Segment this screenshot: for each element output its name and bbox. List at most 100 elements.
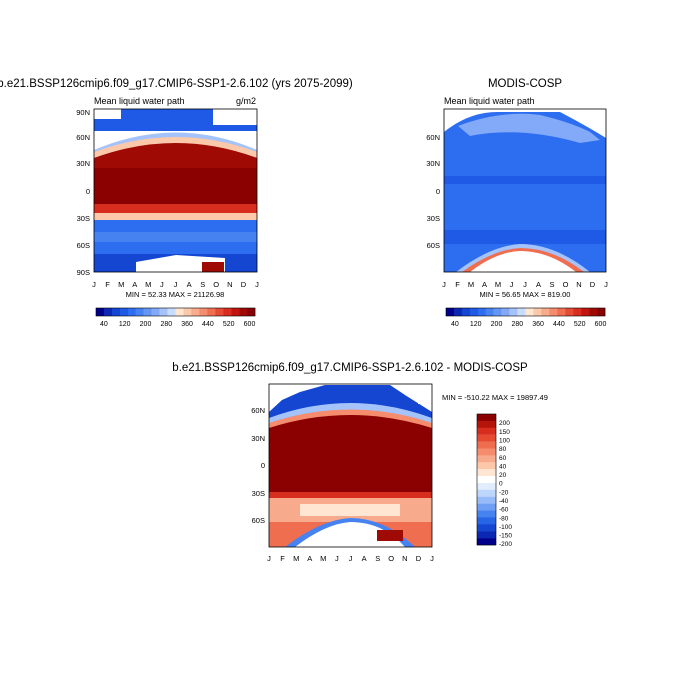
colorbar-swatch: [151, 308, 160, 316]
colorbar-swatch: [247, 308, 256, 316]
x-tick-label: J: [335, 554, 339, 563]
colorbar-label: -80: [499, 515, 509, 522]
field-missing: [269, 384, 283, 398]
x-tick-label: J: [160, 280, 164, 289]
field-band: [269, 492, 432, 500]
x-tick-label: D: [241, 280, 247, 289]
colorbar-label: 150: [499, 429, 510, 436]
y-tick-label: 60N: [76, 133, 90, 142]
x-tick-label: A: [362, 554, 367, 563]
colorbar-swatch: [159, 308, 168, 316]
colorbar-swatch: [589, 308, 598, 316]
colorbar-swatch: [446, 308, 455, 316]
colorbar-swatch: [501, 308, 510, 316]
colorbar-label: 360: [181, 321, 193, 328]
x-tick-label: O: [213, 280, 219, 289]
colorbar-swatch: [477, 420, 496, 428]
colorbar-swatch: [477, 308, 486, 316]
colorbar-frame: [476, 413, 497, 546]
colorbar-swatch: [477, 489, 496, 497]
panel-modis-stats: MIN = 56.65 MAX = 819.00: [480, 290, 571, 299]
colorbar-swatch: [183, 308, 192, 316]
panel-model-x-ticks: J F M A M J J A S O N D J: [92, 280, 259, 289]
x-tick-label: M: [320, 554, 326, 563]
panel-modis-y-ticks: 60N 30N 0 30S 60S: [426, 133, 440, 250]
panel-modis-plot: [443, 108, 607, 273]
colorbar-label: 60: [499, 455, 507, 462]
colorbar-swatch: [477, 517, 496, 525]
field-band: [300, 504, 400, 516]
y-tick-label: 30N: [76, 159, 90, 168]
field-missing: [470, 251, 576, 272]
colorbar-label: -150: [499, 533, 512, 540]
colorbar-label: 440: [553, 321, 565, 328]
panel-difference-x-ticks: J F M A M J J A S O N D J: [267, 554, 434, 563]
field-high-patch: [377, 530, 403, 541]
x-tick-label: A: [482, 280, 487, 289]
colorbar-swatch: [477, 469, 496, 477]
y-tick-label: 60S: [427, 241, 440, 250]
y-tick-label: 0: [86, 187, 90, 196]
colorbar-swatch: [573, 308, 582, 316]
colorbar-swatch: [453, 308, 463, 316]
colorbar-swatch: [477, 510, 496, 518]
colorbar-label: 280: [160, 321, 172, 328]
panel-difference-colorbar: 200 150 100 80 60 40 20 0 -20 -40 -60 -8…: [476, 413, 512, 548]
colorbar-label: 360: [532, 321, 544, 328]
colorbar-label: 200: [491, 321, 503, 328]
colorbar-swatch: [485, 308, 494, 316]
colorbar-swatch: [239, 308, 248, 316]
y-tick-label: 0: [436, 187, 440, 196]
field-high: [94, 168, 257, 204]
panel-model-title: b.e21.BSSP126cmip6.f09_g17.CMIP6-SSP1-2.…: [0, 78, 353, 90]
colorbar-swatch: [477, 434, 496, 442]
x-tick-label: F: [105, 280, 110, 289]
colorbar-swatch: [469, 308, 478, 316]
colorbar-swatch: [477, 476, 496, 484]
panel-difference-stats: MIN = -510.22 MAX = 19897.49: [442, 393, 548, 402]
x-tick-label: O: [563, 280, 569, 289]
colorbar-swatch: [191, 308, 200, 316]
colorbar-swatch: [533, 308, 542, 316]
x-tick-label: N: [576, 280, 581, 289]
colorbar-label: 40: [451, 321, 459, 328]
colorbar-label: 280: [511, 321, 523, 328]
colorbar-swatch: [199, 308, 208, 316]
panel-difference: b.e21.BSSP126cmip6.f09_g17.CMIP6-SSP1-2.…: [172, 362, 548, 563]
x-tick-label: J: [523, 280, 527, 289]
colorbar-swatches: [476, 413, 497, 546]
colorbar-label: 120: [119, 321, 131, 328]
colorbar-label: 40: [100, 321, 108, 328]
panel-modis-colorbar: 40 120 200 280 360 440 520 600: [445, 307, 607, 328]
colorbar-label: 20: [499, 472, 507, 479]
y-tick-label: 60S: [77, 241, 90, 250]
field-low: [94, 232, 257, 242]
plot-frame: [93, 108, 258, 273]
colorbar-label: 520: [223, 321, 235, 328]
panel-modis-title: MODIS-COSP: [488, 78, 562, 90]
colorbar-label: 600: [595, 321, 607, 328]
x-tick-label: N: [227, 280, 232, 289]
y-tick-label: 60N: [426, 133, 440, 142]
x-tick-label: M: [293, 554, 299, 563]
colorbar-swatch: [127, 308, 136, 316]
colorbar-swatch: [541, 308, 550, 316]
colorbar-swatch: [223, 308, 232, 316]
plot-frame: [443, 108, 607, 273]
colorbar-label: 440: [202, 321, 214, 328]
colorbar-swatch: [525, 308, 534, 316]
x-tick-label: J: [267, 554, 271, 563]
x-tick-label: A: [307, 554, 312, 563]
field-missing: [94, 109, 121, 119]
colorbar-swatch: [477, 462, 496, 470]
panel-modis-subtitle: Mean liquid water path: [444, 96, 535, 106]
colorbar-swatch: [517, 308, 526, 316]
colorbar-label: 40: [499, 463, 507, 470]
x-tick-label: F: [280, 554, 285, 563]
colorbar-label: 80: [499, 446, 507, 453]
panel-model-colorbar: 40 120 200 280 360 440 520 600: [95, 307, 256, 328]
colorbar-swatch: [167, 308, 176, 316]
colorbar-swatch: [509, 308, 518, 316]
colorbar-label: -100: [499, 524, 512, 531]
x-tick-label: A: [536, 280, 541, 289]
